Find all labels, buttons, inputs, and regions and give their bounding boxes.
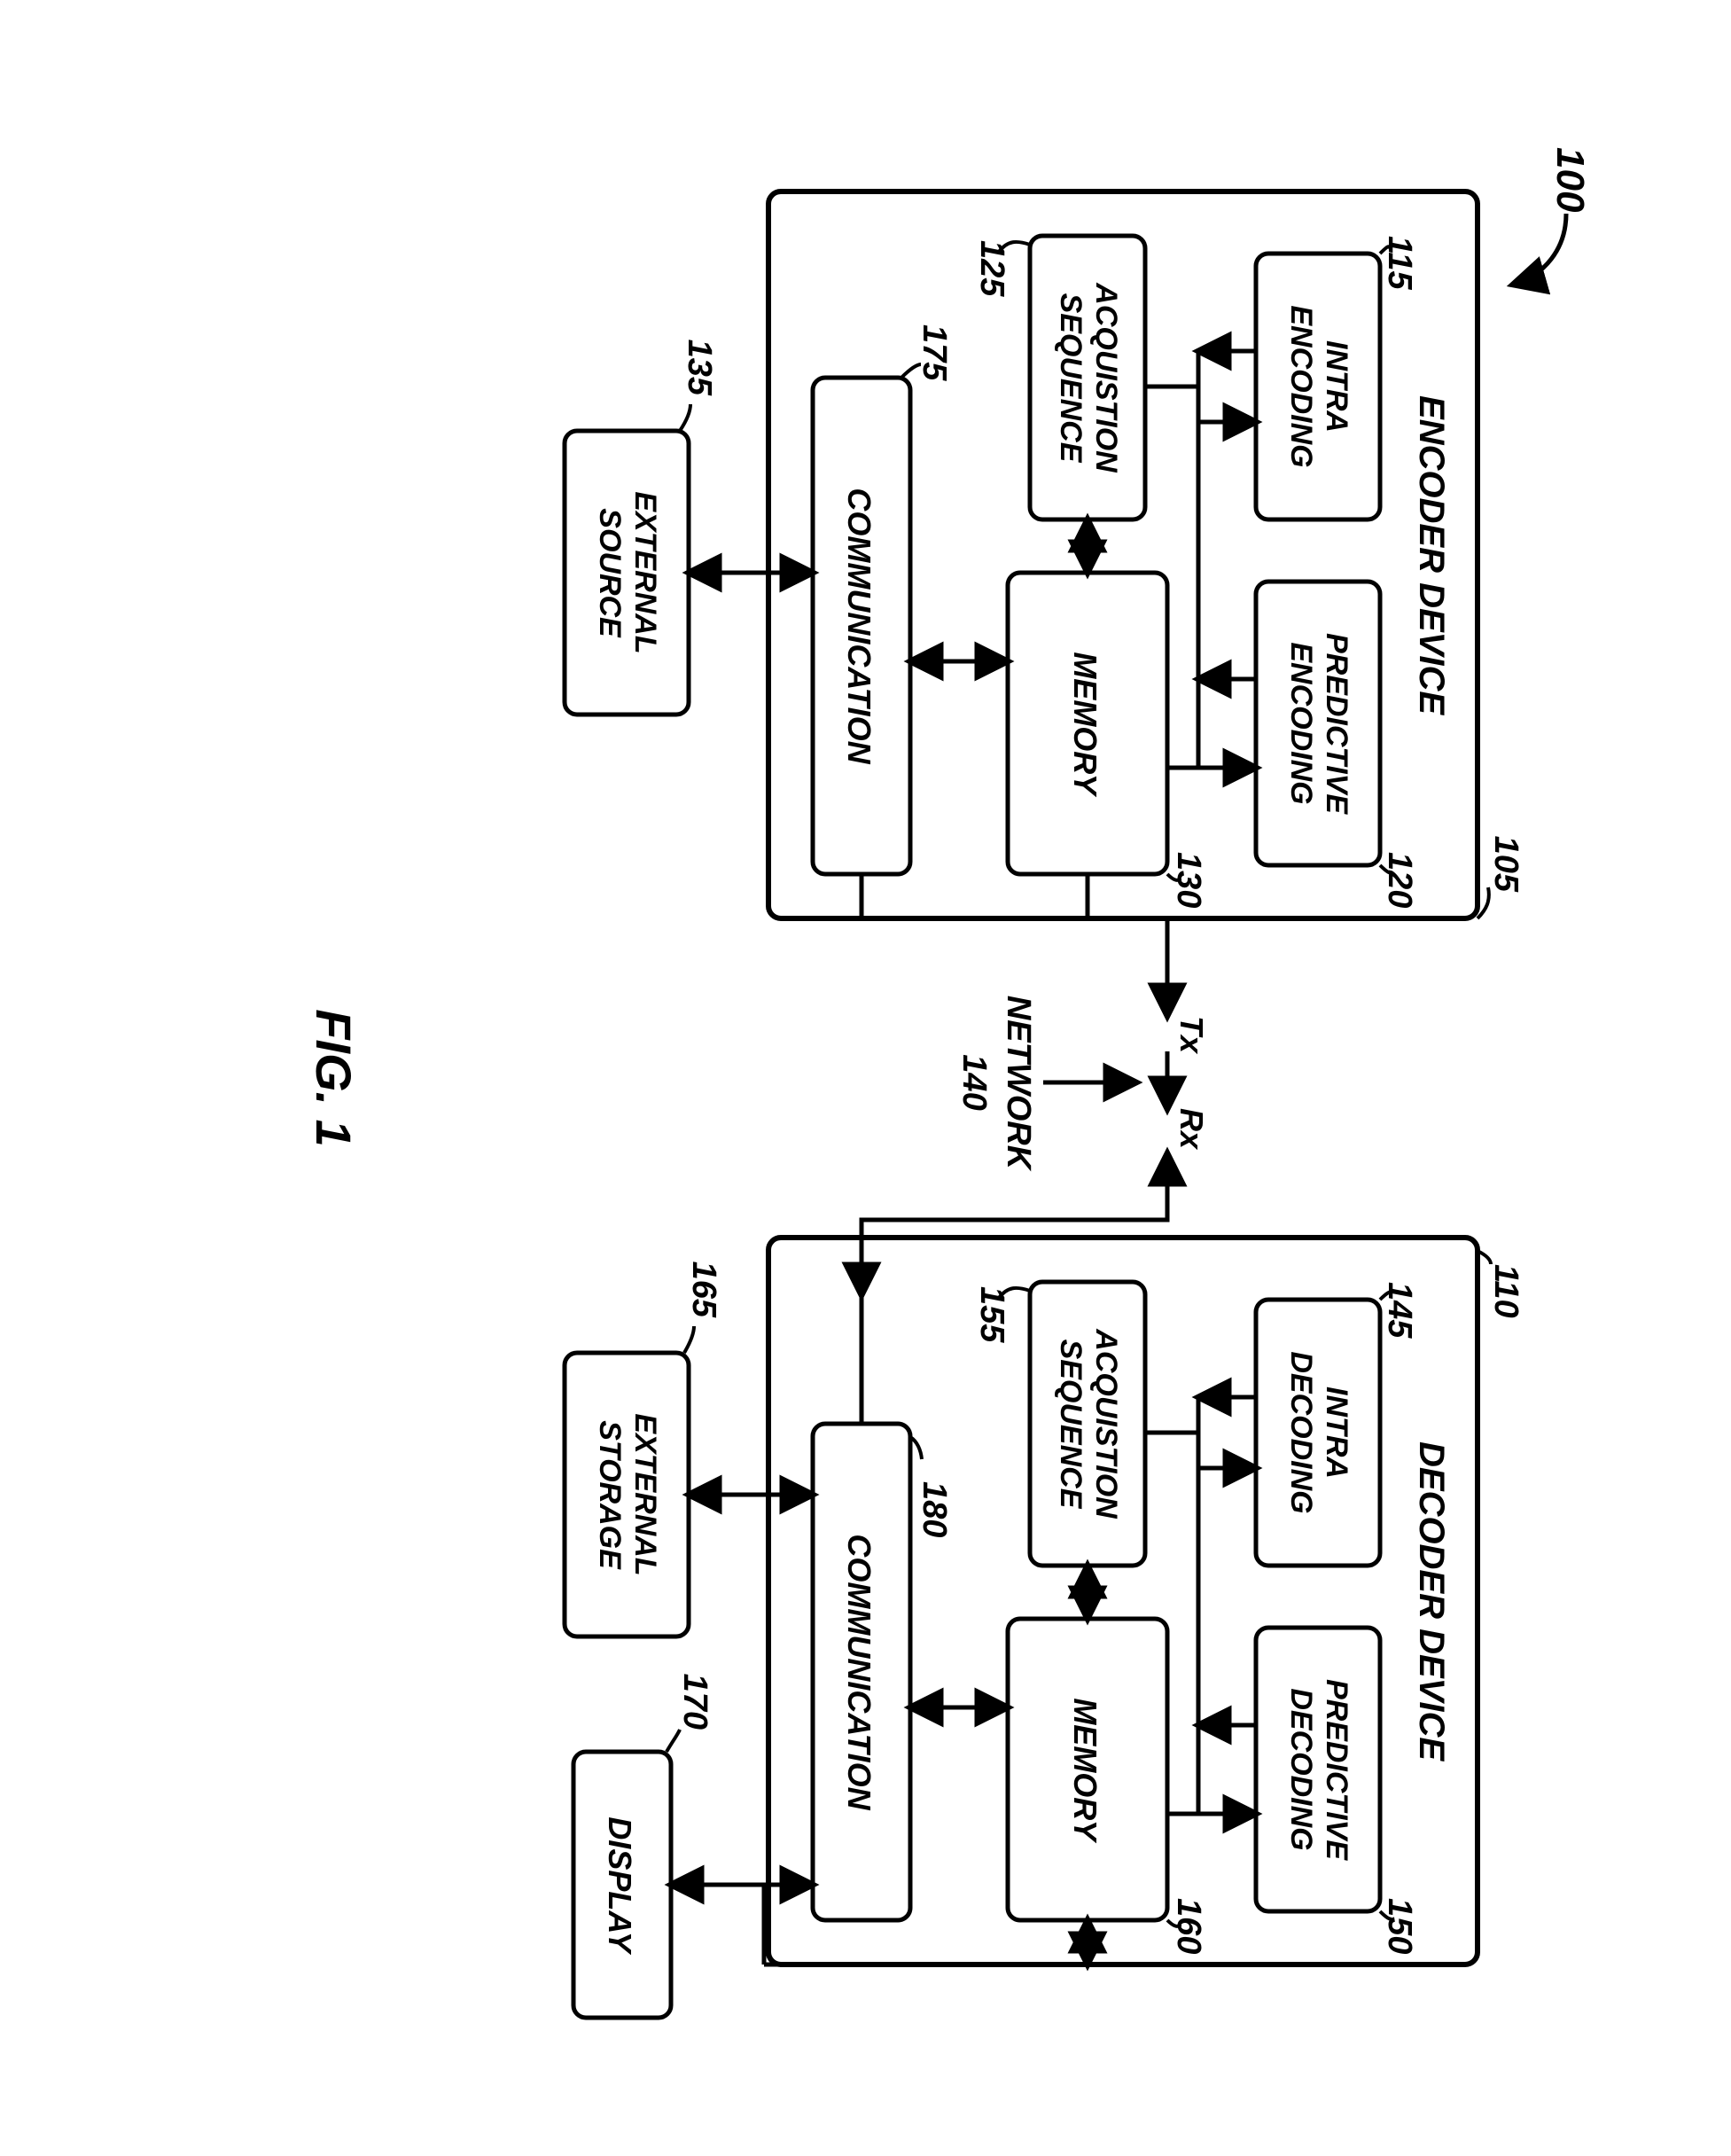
ext-storage-ref: 165	[685, 1262, 722, 1318]
encoder-pred-l2: ENCODING	[1284, 642, 1318, 804]
decoder-acq-ref: 155	[973, 1286, 1010, 1343]
encoder-comm-label: COMMUNICATION	[841, 488, 877, 764]
tx-label: Tx	[1173, 1016, 1210, 1055]
diagram-canvas: ENCODER DEVICE 105 INTRA ENCODING 115 PR…	[68, 59, 1664, 2097]
network-label: NETWORK	[1000, 996, 1037, 1172]
figure-label: FIG. 1	[306, 1009, 362, 1147]
encoder-device: ENCODER DEVICE 105 INTRA ENCODING 115 PR…	[768, 191, 1524, 1016]
decoder-pred-l1: PREDICTIVE	[1320, 1679, 1353, 1861]
rx-label: Rx	[1173, 1108, 1210, 1151]
encoder-intra-l1: INTRA	[1320, 340, 1353, 433]
encoder-pred-ref: 120	[1381, 852, 1418, 908]
decoder-mem-label: MEMORY	[1067, 1698, 1103, 1843]
encoder-acq-l1: ACQUISTION	[1089, 282, 1123, 473]
decoder-intra-l2: DECODING	[1284, 1351, 1318, 1513]
decoder-comm-ref: 180	[916, 1481, 953, 1537]
system-ref-label: 100	[1548, 147, 1592, 213]
decoder-comm-label: COMMUNICATION	[841, 1534, 877, 1810]
ext-source-l2: SOURCE	[593, 508, 627, 638]
encoder-acq-ref: 125	[973, 240, 1010, 297]
decoder-acq-l1: ACQUISTION	[1089, 1328, 1123, 1519]
decoder-device: DECODER DEVICE 110 INTRA DECODING 145 PR…	[764, 1153, 1524, 1965]
encoder-acq-l2: SEQUENCE	[1054, 293, 1088, 464]
encoder-intra-l2: ENCODING	[1284, 305, 1318, 467]
decoder-title: DECODER DEVICE	[1412, 1441, 1451, 1762]
system-ref: 100	[1513, 147, 1592, 285]
encoder-pred-l1: PREDICTIVE	[1320, 633, 1353, 815]
network-ref: 140	[955, 1054, 993, 1110]
decoder-intra-ref: 145	[1381, 1282, 1418, 1339]
encoder-mem-label: MEMORY	[1067, 652, 1103, 797]
decoder-intra-l1: INTRA	[1320, 1387, 1353, 1479]
encoder-title: ENCODER DEVICE	[1412, 395, 1451, 715]
decoder-pred-ref: 150	[1381, 1898, 1418, 1954]
ext-source-ref: 135	[681, 340, 718, 396]
ext-storage-l2: STORAGE	[593, 1420, 627, 1570]
encoder-ref: 105	[1487, 836, 1524, 893]
ext-storage-l1: EXTERNAL	[628, 1413, 662, 1575]
decoder-acq-l2: SEQUENCE	[1054, 1340, 1088, 1510]
encoder-intra-ref: 115	[1381, 236, 1418, 290]
decoder-pred-l2: DECODING	[1284, 1688, 1318, 1850]
display-ref: 170	[676, 1674, 713, 1730]
ext-source-l1: EXTERNAL	[628, 491, 662, 653]
decoder-ref: 110	[1487, 1264, 1524, 1318]
display-label: DISPLAY	[602, 1816, 638, 1955]
encoder-comm-ref: 175	[916, 324, 953, 381]
network-link: Tx Rx NETWORK 140	[955, 996, 1210, 1172]
